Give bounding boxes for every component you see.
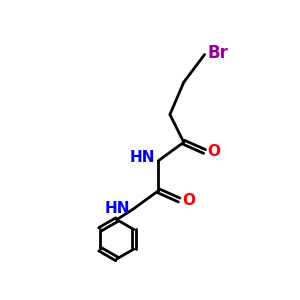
Text: HN: HN (130, 150, 156, 165)
Text: HN: HN (105, 201, 130, 216)
Text: Br: Br (207, 44, 228, 62)
Text: O: O (182, 193, 195, 208)
Text: O: O (207, 144, 220, 159)
